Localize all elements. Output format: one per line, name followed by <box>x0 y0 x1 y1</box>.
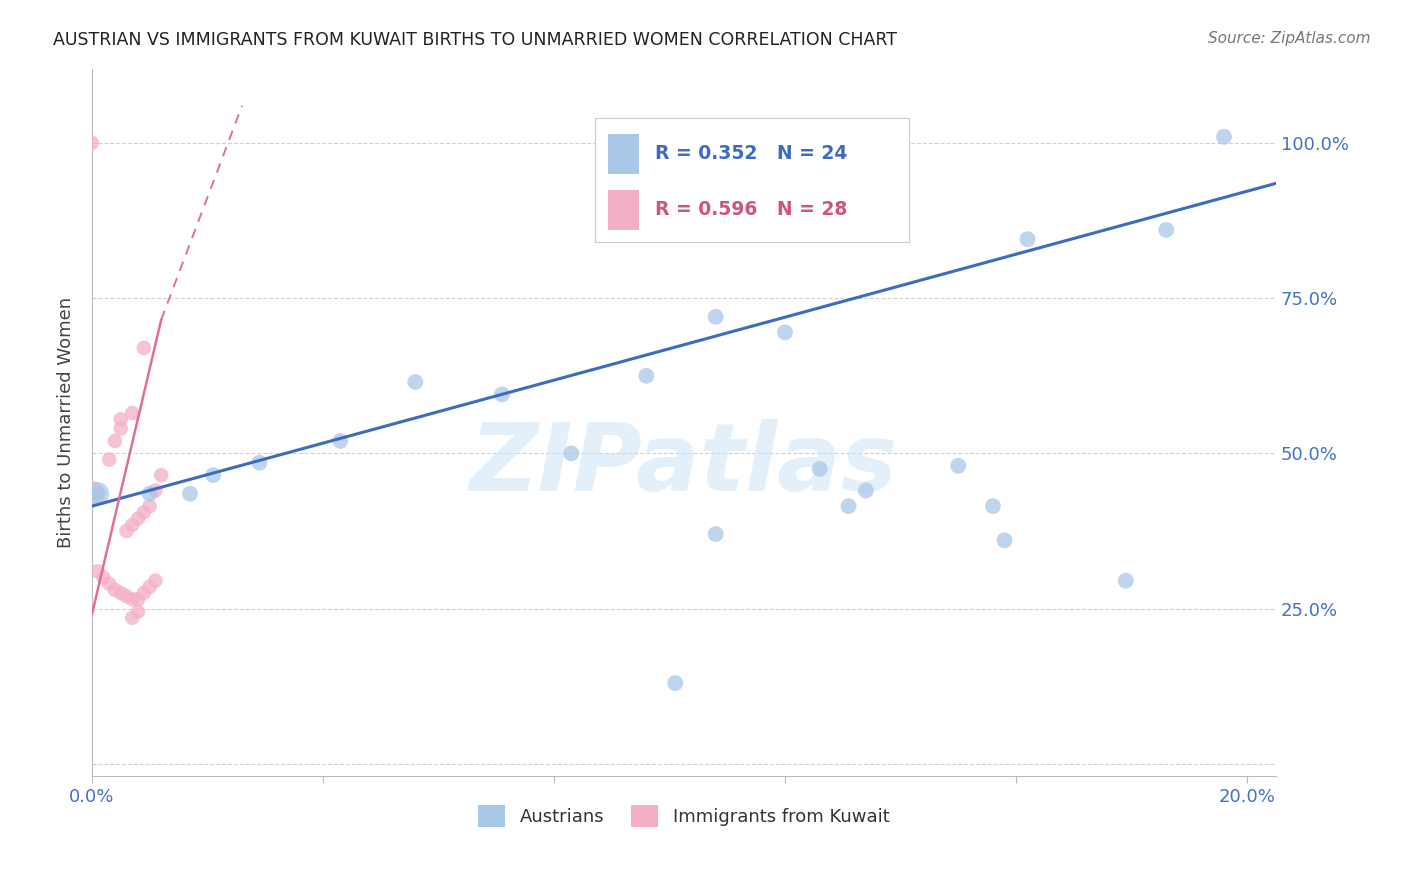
Point <box>808 462 831 476</box>
Point <box>145 574 167 588</box>
Point <box>1154 223 1177 237</box>
Point <box>636 368 658 383</box>
Y-axis label: Births to Unmarried Women: Births to Unmarried Women <box>58 297 75 548</box>
Point <box>93 570 115 584</box>
Point <box>132 586 155 600</box>
Point <box>110 412 132 426</box>
Point <box>1017 232 1039 246</box>
Point <box>127 592 149 607</box>
Point <box>247 456 270 470</box>
Point <box>704 310 727 324</box>
Point <box>104 434 127 448</box>
Point <box>86 487 108 501</box>
Point <box>179 487 201 501</box>
Point <box>1115 574 1137 588</box>
Point <box>773 326 796 340</box>
Point <box>145 483 167 498</box>
Point <box>121 611 143 625</box>
Point <box>132 505 155 519</box>
Point <box>202 468 225 483</box>
Point <box>86 565 108 579</box>
Point <box>560 446 582 460</box>
Point <box>855 483 877 498</box>
Point <box>115 589 138 603</box>
Point <box>150 468 173 483</box>
Point <box>404 375 426 389</box>
Point <box>993 533 1015 548</box>
Text: AUSTRIAN VS IMMIGRANTS FROM KUWAIT BIRTHS TO UNMARRIED WOMEN CORRELATION CHART: AUSTRIAN VS IMMIGRANTS FROM KUWAIT BIRTH… <box>53 31 897 49</box>
Point <box>115 524 138 538</box>
Point <box>138 499 160 513</box>
Point <box>838 499 860 513</box>
Point <box>121 592 143 607</box>
Point <box>664 676 686 690</box>
Point <box>110 586 132 600</box>
Point <box>138 487 160 501</box>
Point <box>981 499 1004 513</box>
Point <box>98 452 121 467</box>
Point <box>110 421 132 435</box>
Point <box>104 582 127 597</box>
Text: ZIPatlas: ZIPatlas <box>470 419 898 511</box>
Point <box>121 406 143 420</box>
Point <box>132 341 155 355</box>
Point <box>1213 129 1236 144</box>
Point <box>80 487 103 501</box>
Point <box>80 136 103 150</box>
Legend: Austrians, Immigrants from Kuwait: Austrians, Immigrants from Kuwait <box>471 798 897 834</box>
Text: Source: ZipAtlas.com: Source: ZipAtlas.com <box>1208 31 1371 46</box>
Point <box>98 576 121 591</box>
Point <box>491 387 513 401</box>
Point <box>86 487 108 501</box>
Point <box>704 527 727 541</box>
Point <box>329 434 352 448</box>
Point <box>127 511 149 525</box>
Point <box>138 580 160 594</box>
Point <box>80 487 103 501</box>
Point <box>127 605 149 619</box>
Point <box>121 517 143 532</box>
Point <box>948 458 970 473</box>
